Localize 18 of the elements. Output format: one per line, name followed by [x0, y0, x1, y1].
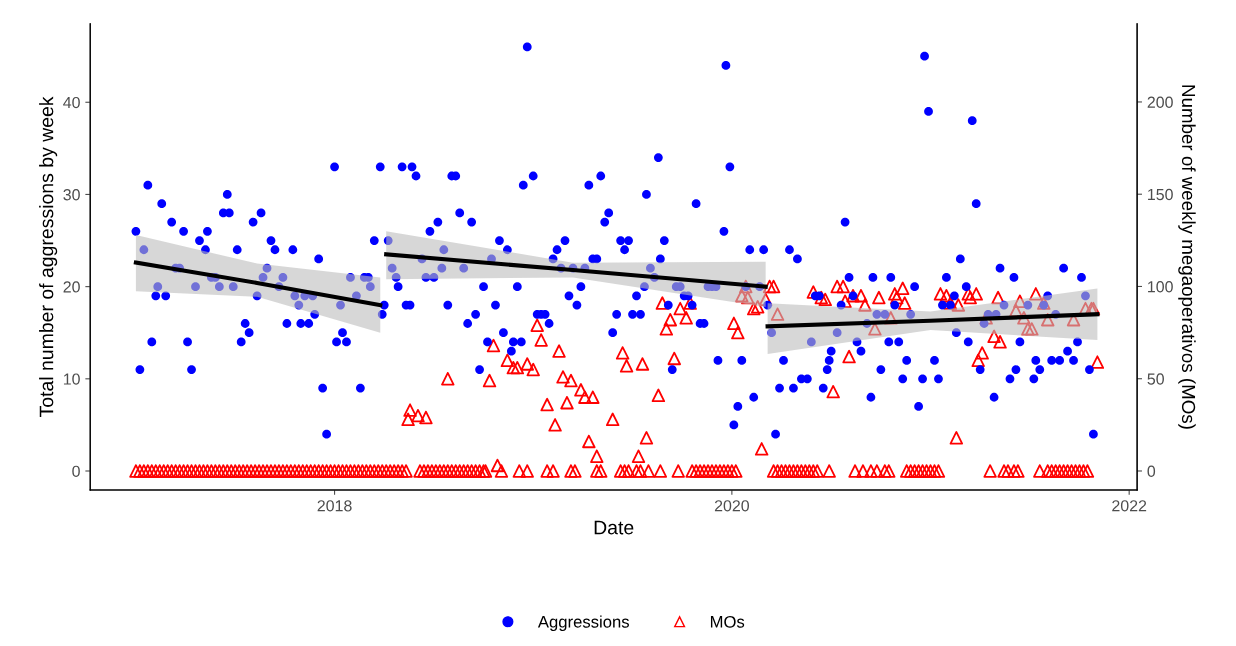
y-tick-label: 40 — [63, 96, 80, 109]
x-axis-title: Date — [594, 520, 634, 535]
y2-tick-label: 200 — [1147, 96, 1173, 108]
y-axis-title: Total number of aggressions by week — [39, 96, 58, 417]
y2-axis-title: Number of weekly megaoperativos (MOs) — [1178, 85, 1196, 429]
y-tick-label: 20 — [63, 281, 80, 293]
y2-tick-label: 100 — [1148, 281, 1173, 293]
legend-label: MOs — [710, 615, 745, 628]
x-tick-label: 2022 — [1112, 500, 1147, 512]
x-tick-label: 2018 — [317, 500, 352, 512]
x-tick-label: 2020 — [714, 500, 750, 512]
y2-tick-label: 0 — [1147, 465, 1156, 477]
legend-label: Aggressions — [537, 615, 629, 631]
y-tick-label: 30 — [63, 189, 80, 201]
y2-tick-label: 50 — [1147, 373, 1164, 385]
y2-tick-label: 150 — [1148, 188, 1173, 201]
y-tick-label: 0 — [72, 465, 80, 477]
y-tick-label: 10 — [63, 373, 80, 385]
